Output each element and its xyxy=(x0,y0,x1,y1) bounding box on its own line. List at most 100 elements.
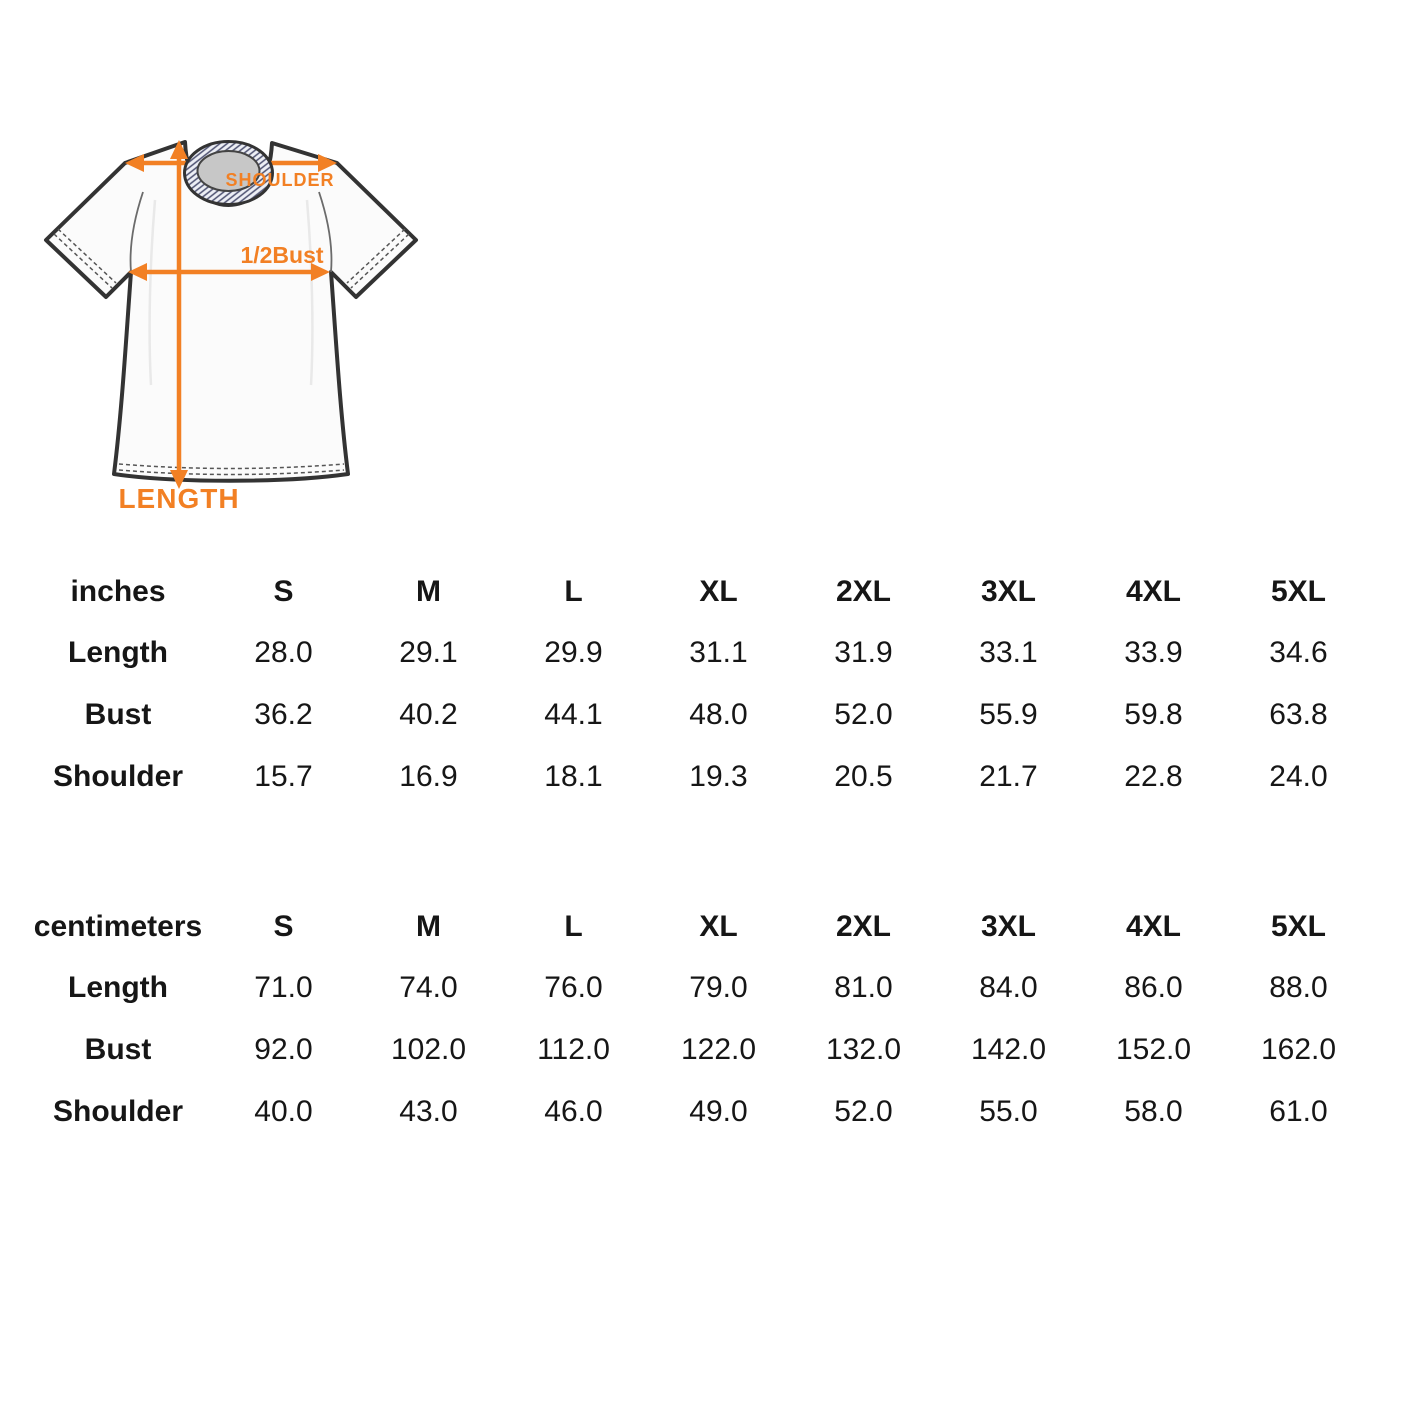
value-cell: 33.1 xyxy=(979,636,1038,670)
length-arrowhead-bottom xyxy=(170,470,188,489)
value-cell: 33.9 xyxy=(1124,636,1183,670)
size-header: M xyxy=(416,574,441,608)
value-cell: 58.0 xyxy=(1124,1094,1183,1128)
value-cell: 18.1 xyxy=(544,759,603,793)
table-row-shoulder-in: Shoulder 15.7 16.9 18.1 19.3 20.5 21.7 2… xyxy=(25,746,1371,808)
half-bust-arrowhead-right xyxy=(311,263,330,281)
cm-header-row: centimeters S M L XL 2XL 3XL 4XL 5XL xyxy=(25,896,1371,958)
value-cell: 40.0 xyxy=(254,1094,313,1128)
size-header: S xyxy=(273,909,294,943)
value-cell: 132.0 xyxy=(825,1032,902,1066)
size-header: 4XL xyxy=(1125,909,1182,943)
value-cell: 92.0 xyxy=(254,1032,313,1066)
table-row-length-cm: Length 71.0 74.0 76.0 79.0 81.0 84.0 86.… xyxy=(25,958,1371,1020)
size-header: 2XL xyxy=(835,909,892,943)
value-cell: 112.0 xyxy=(537,1032,610,1066)
size-header: L xyxy=(564,909,583,943)
size-header: L xyxy=(564,574,583,608)
value-cell: 52.0 xyxy=(834,697,893,731)
value-cell: 44.1 xyxy=(544,697,603,731)
side-seam-left xyxy=(129,191,144,273)
inches-table: inches S M L XL 2XL 3XL 4XL 5XL Length 2… xyxy=(25,561,1371,807)
value-cell: 102.0 xyxy=(390,1032,467,1066)
value-cell: 76.0 xyxy=(544,971,603,1005)
size-header: 4XL xyxy=(1125,574,1182,608)
value-cell: 152.0 xyxy=(1115,1032,1192,1066)
inches-header-row: inches S M L XL 2XL 3XL 4XL 5XL xyxy=(25,561,1371,623)
shoulder-arrowhead-right xyxy=(318,154,337,172)
row-label: Bust xyxy=(84,697,152,731)
value-cell: 31.1 xyxy=(689,636,748,670)
value-cell: 74.0 xyxy=(399,971,458,1005)
value-cell: 84.0 xyxy=(979,971,1038,1005)
value-cell: 81.0 xyxy=(834,971,893,1005)
value-cell: 36.2 xyxy=(254,697,313,731)
value-cell: 16.9 xyxy=(399,759,458,793)
value-cell: 19.3 xyxy=(689,759,748,793)
size-header: S xyxy=(273,574,294,608)
half-bust-arrowhead-left xyxy=(128,263,147,281)
size-header: 3XL xyxy=(980,909,1037,943)
cuff-stitch-right xyxy=(346,228,410,289)
value-cell: 86.0 xyxy=(1124,971,1183,1005)
value-cell: 55.0 xyxy=(979,1094,1038,1128)
value-cell: 79.0 xyxy=(689,971,748,1005)
crease-line-right xyxy=(305,199,314,386)
size-header: 3XL xyxy=(980,574,1037,608)
value-cell: 52.0 xyxy=(834,1094,893,1128)
table-row-bust-cm: Bust 92.0 102.0 112.0 122.0 132.0 142.0 … xyxy=(25,1019,1371,1081)
half-bust-label: 1/2Bust xyxy=(240,242,323,268)
value-cell: 34.6 xyxy=(1269,636,1328,670)
size-header: M xyxy=(416,909,441,943)
value-cell: 20.5 xyxy=(834,759,893,793)
value-cell: 29.9 xyxy=(544,636,603,670)
value-cell: 61.0 xyxy=(1269,1094,1328,1128)
value-cell: 63.8 xyxy=(1269,697,1328,731)
table-row-bust-in: Bust 36.2 40.2 44.1 48.0 52.0 55.9 59.8 … xyxy=(25,684,1371,746)
table-row-length-in: Length 28.0 29.1 29.9 31.1 31.9 33.1 33.… xyxy=(25,623,1371,685)
row-label: Length xyxy=(68,636,168,670)
table-row-shoulder-cm: Shoulder 40.0 43.0 46.0 49.0 52.0 55.0 5… xyxy=(25,1081,1371,1143)
length-label: LENGTH xyxy=(118,483,239,514)
value-cell: 122.0 xyxy=(680,1032,757,1066)
shoulder-arrowhead-left xyxy=(125,154,144,172)
value-cell: 15.7 xyxy=(254,759,313,793)
value-cell: 22.8 xyxy=(1124,759,1183,793)
value-cell: 48.0 xyxy=(689,697,748,731)
value-cell: 43.0 xyxy=(399,1094,458,1128)
size-header: XL xyxy=(699,574,738,608)
unit-header-cm: centimeters xyxy=(33,909,203,943)
side-seam-right xyxy=(318,191,333,273)
tshirt-measurement-diagram: SHOULDER 1/2Bust LENGTH xyxy=(20,105,460,525)
half-bust-arrow xyxy=(128,263,330,281)
crease-line-left xyxy=(148,199,157,386)
row-label: Bust xyxy=(84,1032,152,1066)
value-cell: 55.9 xyxy=(979,697,1038,731)
value-cell: 71.0 xyxy=(254,971,313,1005)
size-header: XL xyxy=(699,909,738,943)
value-cell: 46.0 xyxy=(544,1094,603,1128)
row-label: Shoulder xyxy=(52,1094,183,1128)
tshirt-diagram-svg: SHOULDER 1/2Bust LENGTH xyxy=(44,140,418,514)
value-cell: 28.0 xyxy=(254,636,313,670)
value-cell: 29.1 xyxy=(399,636,458,670)
unit-header-inches: inches xyxy=(70,574,166,608)
shoulder-label: SHOULDER xyxy=(225,170,334,190)
value-cell: 40.2 xyxy=(399,697,458,731)
row-label: Length xyxy=(68,971,168,1005)
row-label: Shoulder xyxy=(52,759,183,793)
collar xyxy=(183,140,274,206)
size-header: 5XL xyxy=(1270,909,1327,943)
value-cell: 49.0 xyxy=(689,1094,748,1128)
cuff-stitch-left xyxy=(53,228,117,289)
value-cell: 31.9 xyxy=(834,636,893,670)
value-cell: 142.0 xyxy=(970,1032,1047,1066)
value-cell: 88.0 xyxy=(1269,971,1328,1005)
size-header: 2XL xyxy=(835,574,892,608)
value-cell: 21.7 xyxy=(979,759,1038,793)
value-cell: 162.0 xyxy=(1260,1032,1337,1066)
centimeters-table: centimeters S M L XL 2XL 3XL 4XL 5XL Len… xyxy=(25,896,1371,1142)
value-cell: 59.8 xyxy=(1124,697,1183,731)
size-header: 5XL xyxy=(1270,574,1327,608)
